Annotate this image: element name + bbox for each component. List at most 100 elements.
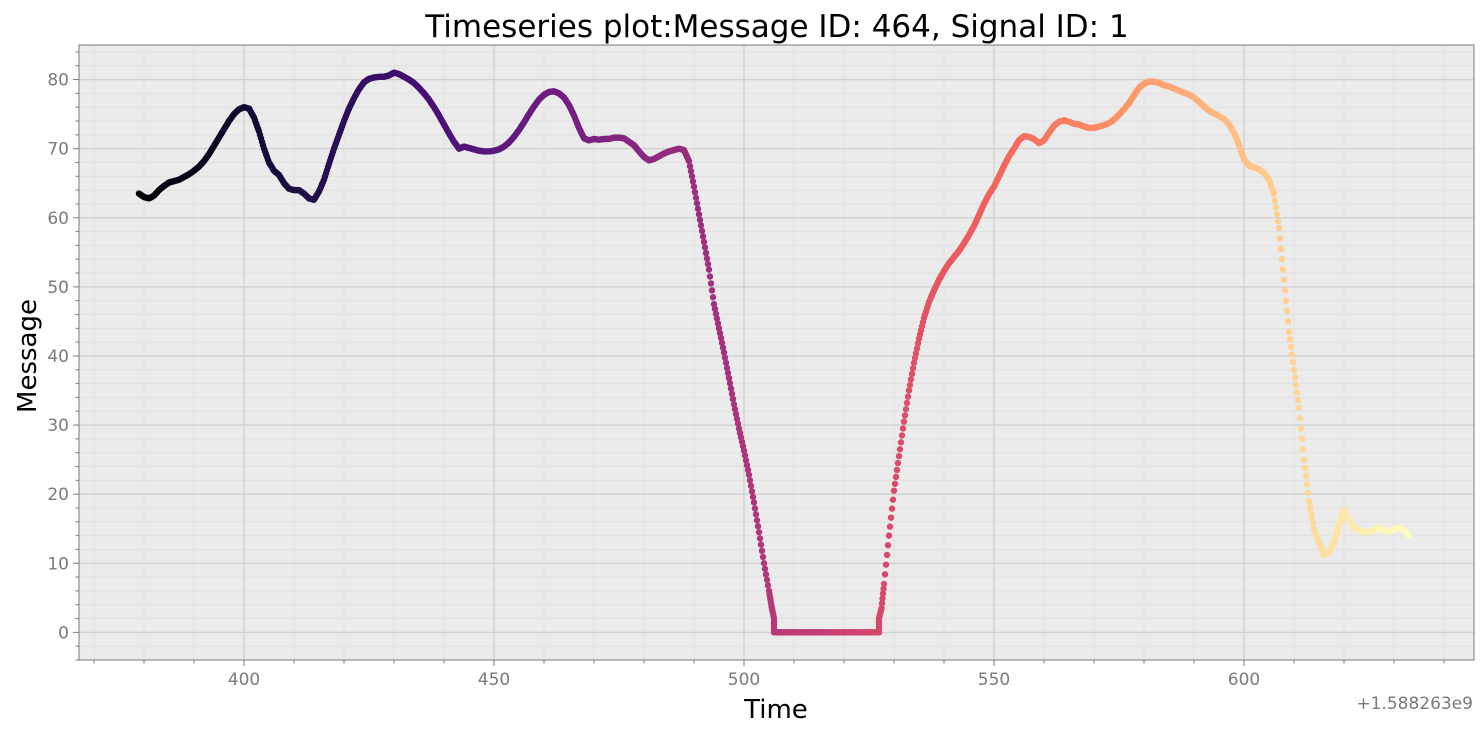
x-tick-label: 400	[228, 670, 260, 690]
grid-major	[79, 45, 1474, 660]
data-point	[731, 405, 739, 413]
data-point	[758, 547, 766, 555]
y-tick-label: 10	[47, 554, 69, 574]
data-point	[886, 523, 894, 530]
data-point	[878, 600, 886, 607]
data-point	[709, 294, 717, 301]
data-point	[760, 560, 768, 567]
data-point	[704, 260, 712, 268]
data-point	[687, 168, 695, 175]
data-point	[887, 514, 895, 521]
data-point	[908, 370, 916, 378]
y-tick-label: 80	[47, 71, 69, 91]
data-point	[745, 471, 753, 479]
data-point	[1303, 481, 1311, 488]
data-point	[892, 473, 900, 481]
data-point	[716, 329, 724, 337]
data-point	[701, 244, 709, 251]
data-point	[1301, 464, 1309, 472]
data-point	[1275, 224, 1283, 232]
data-point	[893, 466, 901, 474]
data-point	[695, 211, 703, 218]
data-point	[885, 532, 893, 539]
data-point	[1297, 425, 1305, 432]
data-point	[1304, 489, 1312, 496]
y-tick-label: 50	[47, 278, 69, 298]
data-point	[693, 200, 701, 207]
x-tick-label: 500	[728, 670, 760, 690]
plot-area	[79, 45, 1474, 660]
data-point	[1277, 245, 1285, 253]
data-point	[879, 590, 887, 597]
data-point	[899, 425, 907, 432]
data-point	[1288, 351, 1296, 358]
data-point	[764, 582, 772, 589]
data-point	[705, 266, 713, 273]
axes-spines	[78, 44, 1475, 661]
data-point	[909, 365, 917, 372]
y-axis-label: Message	[13, 299, 43, 413]
data-point	[751, 505, 759, 512]
y-ticks: 0 10 20 30 40 50 60 70 80	[47, 51, 79, 661]
data-point	[1309, 519, 1317, 527]
data-point	[702, 249, 710, 257]
data-point	[1305, 497, 1313, 505]
data-point	[1281, 287, 1289, 294]
data-point	[878, 604, 885, 612]
data-point	[732, 410, 740, 418]
data-point	[900, 418, 908, 425]
data-point	[699, 233, 707, 240]
data-point	[712, 310, 720, 317]
data-point	[688, 173, 696, 180]
data-point	[1274, 218, 1282, 225]
plot-frame	[78, 44, 1475, 661]
data-point	[710, 300, 718, 308]
data-point	[1291, 374, 1299, 381]
data-point	[708, 287, 716, 294]
data-point	[755, 528, 763, 536]
data-point	[686, 163, 694, 170]
data-point	[742, 457, 750, 464]
data-point	[906, 381, 914, 389]
data-point	[757, 541, 765, 548]
data-points	[135, 69, 1413, 636]
data-point	[902, 405, 910, 413]
data-point	[689, 178, 697, 185]
x-ticks: 400 450 500 550 600	[93, 660, 1445, 690]
data-point	[910, 359, 918, 367]
data-point	[1270, 190, 1278, 197]
data-point	[903, 399, 911, 407]
data-point	[719, 344, 727, 351]
data-point	[896, 446, 904, 453]
data-point	[1294, 396, 1302, 404]
data-point	[754, 523, 762, 530]
y-tick-label: 40	[47, 347, 69, 367]
data-point	[1290, 366, 1298, 373]
data-point	[694, 205, 702, 212]
data-point	[706, 273, 714, 280]
data-point	[690, 183, 698, 190]
data-point	[761, 565, 769, 572]
data-point	[724, 369, 732, 377]
data-point	[722, 359, 730, 366]
data-point	[753, 517, 761, 524]
data-point	[895, 452, 903, 460]
data-point	[901, 412, 909, 419]
data-point	[697, 222, 705, 229]
data-point	[1272, 204, 1280, 211]
data-point	[1296, 414, 1304, 422]
data-point	[913, 345, 921, 352]
data-point	[713, 315, 721, 322]
data-point	[879, 595, 886, 602]
y-tick-label: 70	[47, 140, 69, 160]
data-point	[762, 571, 770, 578]
data-point	[747, 482, 755, 490]
data-point	[1308, 514, 1316, 521]
chart-title: Timeseries plot:Message ID: 464, Signal …	[424, 9, 1128, 45]
data-point	[749, 493, 757, 501]
data-point	[720, 349, 728, 356]
data-point	[685, 157, 693, 165]
data-point	[714, 320, 722, 327]
data-point	[1295, 404, 1303, 411]
data-point	[1282, 297, 1290, 304]
